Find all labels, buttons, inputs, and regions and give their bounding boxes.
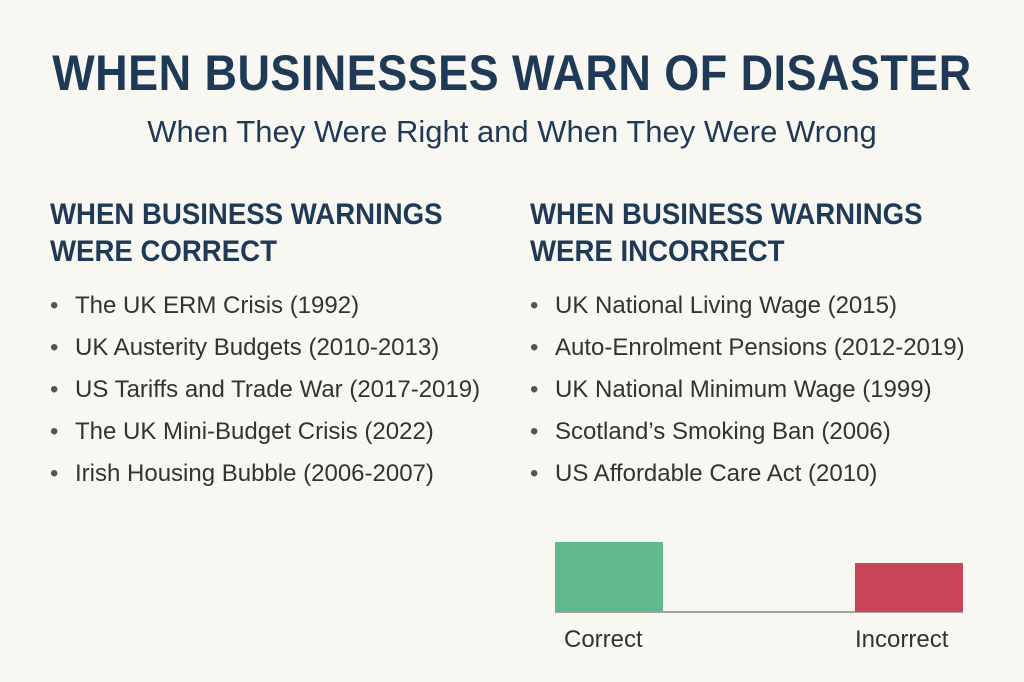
page-subtitle: When They Were Right and When They Were …: [147, 114, 877, 149]
incorrect-heading: WHEN BUSINESS WARNINGS WERE INCORRECT: [530, 198, 923, 268]
list-item: Scotland’s Smoking Ban (2006): [530, 416, 990, 448]
bar-correct: [555, 542, 663, 612]
list-item: The UK ERM Crisis (1992): [50, 290, 510, 322]
list-item: UK Austerity Budgets (2010-2013): [50, 332, 510, 364]
correct-column: WHEN BUSINESS WARNINGS WERE CORRECT The …: [50, 196, 510, 500]
comparison-bar-chart: Correct Incorrect: [555, 542, 963, 653]
list-item: US Tariffs and Trade War (2017-2019): [50, 374, 510, 406]
page-title: WHEN BUSINESSES WARN OF DISASTER: [52, 45, 972, 101]
incorrect-column: WHEN BUSINESS WARNINGS WERE INCORRECT UK…: [530, 196, 990, 500]
label-incorrect: Incorrect: [855, 626, 949, 653]
list-item: UK National Minimum Wage (1999): [530, 374, 990, 406]
list-item: US Affordable Care Act (2010): [530, 458, 990, 490]
list-item: The UK Mini-Budget Crisis (2022): [50, 416, 510, 448]
correct-heading: WHEN BUSINESS WARNINGS WERE CORRECT: [50, 198, 443, 268]
list-item: Irish Housing Bubble (2006-2007): [50, 458, 510, 490]
label-correct: Correct: [564, 626, 643, 653]
list-item: Auto-Enrolment Pensions (2012-2019): [530, 332, 990, 364]
list-item: UK National Living Wage (2015): [530, 290, 990, 322]
bar-incorrect: [855, 563, 963, 612]
